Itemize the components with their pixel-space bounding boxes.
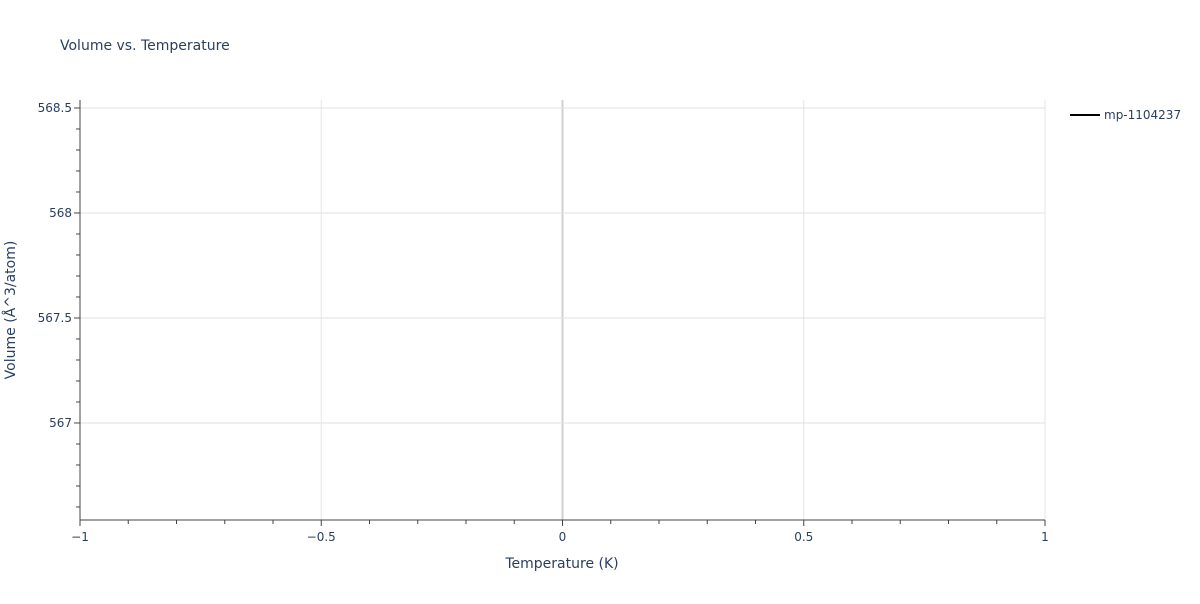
y-tick-label: 567.5	[38, 311, 72, 325]
x-tick-label: −1	[71, 530, 89, 544]
chart-title: Volume vs. Temperature	[60, 38, 230, 54]
y-tick-label: 567	[49, 416, 72, 430]
x-tick-label: 1	[1041, 530, 1049, 544]
legend-label[interactable]: mp-1104237	[1104, 108, 1181, 122]
y-tick-label: 568.5	[38, 101, 72, 115]
axes: −1 −0.5 0 0.5 1 567 567.5 568 568.5	[38, 100, 1049, 544]
y-tick-label: 568	[49, 206, 72, 220]
x-tick-label: 0.5	[794, 530, 813, 544]
grid	[80, 100, 1046, 520]
y-axis-label: Volume (Å^3/atom)	[2, 241, 19, 380]
legend[interactable]: mp-1104237	[1070, 108, 1181, 122]
x-tick-label: 0	[559, 530, 567, 544]
x-tick-label: −0.5	[307, 530, 336, 544]
x-axis-label: Temperature (K)	[504, 556, 618, 572]
